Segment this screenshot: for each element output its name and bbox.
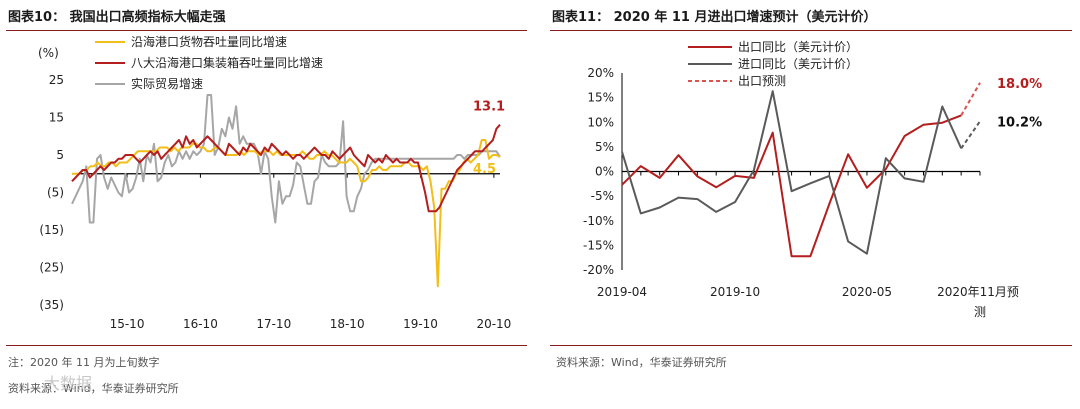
right-y-tick-label: 5% [595,140,614,154]
right-y-tick-label: -5% [591,189,614,203]
right-y-tick-label: 20% [587,66,614,80]
left-series-line-1 [71,123,501,213]
right-line-chart: 20% 15% 10% 5% 0% -5% -10% -15% -20% 2019-04 2019-… [583,40,1042,319]
left-figure-title: 图表10： 我国出口高频指标大幅走强 [8,10,226,25]
left-y-tick-label: (15) [39,223,64,237]
right-x-tick-label-wrap: 测 [974,305,986,319]
left-source: 资料来源：Wind，华泰证券研究所 [8,382,179,395]
right-y-tick-label: -10% [583,214,614,228]
right-y-tick-label: 0% [595,165,614,179]
left-legend-label: 八大沿海港口集装箱吞吐量同比增速 [131,55,323,70]
left-y-tick-label: 5 [56,148,64,162]
left-series-line-0 [72,139,501,288]
right-legend-label: 出口同比（美元计价） [738,40,858,54]
left-series-line-2 [71,94,501,224]
left-annotation-export: 13.1 [473,100,505,115]
right-y-tick-label: -20% [583,263,614,277]
left-x-tick-label: 17-10 [256,317,291,331]
right-x-tick-label: 2019-04 [597,285,647,299]
right-y-tick-label: -15% [583,238,614,252]
left-x-tick-label: 18-10 [330,317,365,331]
left-note: 注：2020 年 11 月为上旬数字 [8,356,160,369]
right-y-tick-label: 10% [587,115,614,129]
left-bottom-rule [6,345,527,346]
left-legend-label: 沿海港口货物吞吐量同比增速 [131,34,287,49]
right-figure-title: 图表11： 2020 年 11 月进出口增速预计（美元计价） [552,10,877,25]
right-series-line-0 [621,114,962,258]
watermark-text: 大数据 [44,374,93,393]
right-x-tick-label: 2020-05 [842,285,892,299]
right-bottom-rule [550,345,1072,346]
right-source: 资料来源：Wind，华泰证券研究所 [556,356,727,369]
right-series-line-1 [621,90,963,255]
right-annotation-export: 18.0% [997,77,1042,92]
left-y-tick-label: 25 [49,73,64,87]
right-x-tick-label: 2020年11月预 [937,285,1019,299]
right-annotation-import: 10.2% [997,115,1042,130]
left-title-rule [6,30,527,31]
left-y-tick-label: (25) [39,261,64,275]
right-series-line-2 [960,82,981,116]
left-y-tick-label: (5) [47,186,64,200]
left-y-tick-label: 15 [49,111,64,125]
right-x-tick-label: 2019-10 [710,285,760,299]
left-x-tick-label: 19-10 [403,317,438,331]
left-unit-label: (%) [38,46,59,60]
left-legend-label: 实际贸易增速 [131,76,203,91]
right-legend-label: 出口预测 [738,74,786,88]
left-y-tick-label: (35) [39,298,64,312]
right-y-tick-label: 15% [587,91,614,105]
right-title-rule [550,30,1072,31]
left-x-tick-label: 16-10 [183,317,218,331]
left-x-tick-label: 15-10 [110,317,145,331]
right-series-line-3 [960,120,981,149]
right-legend-label: 进口同比（美元计价） [738,57,858,71]
left-line-chart: (%) 25 15 5 (5) (15) (25) (35) 15-10 16-10 17-10 18… [38,34,511,331]
left-annotation-port: 4.5 [473,162,496,177]
left-x-tick-label: 20-10 [476,317,511,331]
